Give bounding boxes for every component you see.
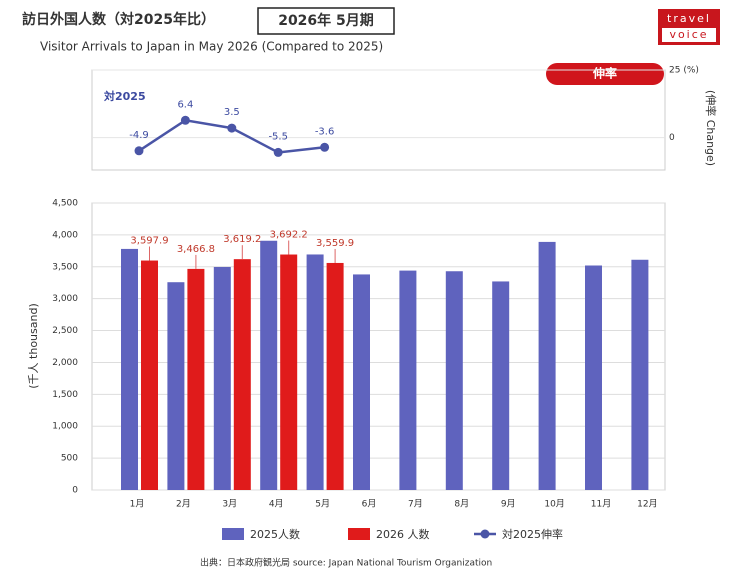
- y-tick-label: 500: [61, 454, 78, 464]
- bar: [141, 260, 158, 490]
- x-tick-label: 5月: [315, 499, 330, 510]
- legend-label: 2026 人数: [376, 528, 430, 541]
- bar: [233, 259, 251, 490]
- bar: [492, 281, 510, 490]
- x-tick-label: 3月: [222, 499, 237, 510]
- data-label: 3,559.9: [316, 238, 354, 249]
- legend-label: 対2025伸率: [502, 527, 563, 541]
- y2-tick-label: 25 (%): [669, 66, 699, 76]
- point: [273, 147, 283, 157]
- x-tick-label: 9月: [501, 499, 516, 510]
- bar: [585, 265, 602, 490]
- bar: [399, 270, 417, 490]
- bar: [167, 282, 185, 490]
- source: 出典：日本政府観光局 source: Japan National Touris…: [200, 557, 492, 569]
- x-tick-label: 1月: [130, 499, 145, 510]
- point: [180, 115, 190, 125]
- logo-text: travel: [667, 12, 711, 25]
- y-axis-title: (千人 thousand): [27, 303, 40, 389]
- badge-text: 伸率: [592, 66, 617, 81]
- bar: [326, 262, 344, 490]
- y-tick-label: 4,500: [52, 199, 78, 209]
- point: [227, 123, 237, 133]
- legend-swatch: [480, 529, 490, 539]
- y-tick-label: 2,000: [52, 358, 78, 368]
- bar: [353, 274, 370, 490]
- x-tick-label: 6月: [362, 499, 377, 510]
- data-label: 3,466.8: [177, 244, 215, 255]
- legend-label: 2025人数: [250, 528, 300, 541]
- y-tick-label: 2,500: [52, 326, 78, 336]
- data-label: 3,692.2: [270, 230, 308, 241]
- data-label: -4.9: [129, 130, 149, 141]
- bar: [280, 254, 298, 490]
- data-label: -3.6: [315, 126, 335, 137]
- x-tick-label: 2月: [176, 499, 191, 510]
- y2-axis-title: (伸率 Change): [704, 90, 718, 166]
- data-label: -5.5: [268, 131, 288, 142]
- data-label: 3,597.9: [130, 236, 168, 247]
- x-tick-label: 4月: [269, 499, 284, 510]
- chart-title: 訪日外国人数（対2025年比）: [22, 11, 215, 28]
- x-tick-label: 10月: [544, 499, 564, 510]
- bar: [260, 240, 278, 490]
- bar: [121, 248, 138, 490]
- point: [320, 142, 330, 152]
- data-label: 3,619.2: [223, 234, 261, 245]
- bar: [631, 259, 649, 490]
- period: 2026年 5月期: [278, 12, 374, 29]
- y-tick-label: 0: [72, 486, 78, 496]
- data-label: 3.5: [224, 107, 240, 118]
- y-tick-label: 3,000: [52, 294, 78, 304]
- legend-swatch: [222, 528, 244, 540]
- bar: [445, 271, 463, 490]
- bar: [306, 254, 324, 490]
- y2-tick-label: 0: [669, 133, 675, 143]
- y-tick-label: 3,500: [52, 262, 78, 272]
- x-tick-label: 8月: [454, 499, 469, 510]
- y-tick-label: 1,000: [52, 422, 78, 432]
- x-tick-label: 7月: [408, 499, 423, 510]
- logo-text: voice: [669, 28, 708, 41]
- legend-swatch: [348, 528, 370, 540]
- x-tick-label: 12月: [637, 499, 657, 510]
- point: [134, 146, 144, 156]
- x-tick-label: 11月: [591, 499, 611, 510]
- subtitle: Visitor Arrivals to Japan in May 2026 (C…: [40, 40, 383, 54]
- data-label: 6.4: [177, 99, 193, 110]
- bar: [538, 241, 556, 490]
- logo-inner: [662, 28, 716, 42]
- y-tick-label: 4,000: [52, 230, 78, 240]
- annotation: 対2025: [103, 89, 146, 103]
- bar: [187, 268, 205, 490]
- y-tick-label: 1,500: [52, 390, 78, 400]
- badge: [546, 63, 664, 85]
- period-box: [257, 7, 395, 35]
- bar: [213, 266, 231, 490]
